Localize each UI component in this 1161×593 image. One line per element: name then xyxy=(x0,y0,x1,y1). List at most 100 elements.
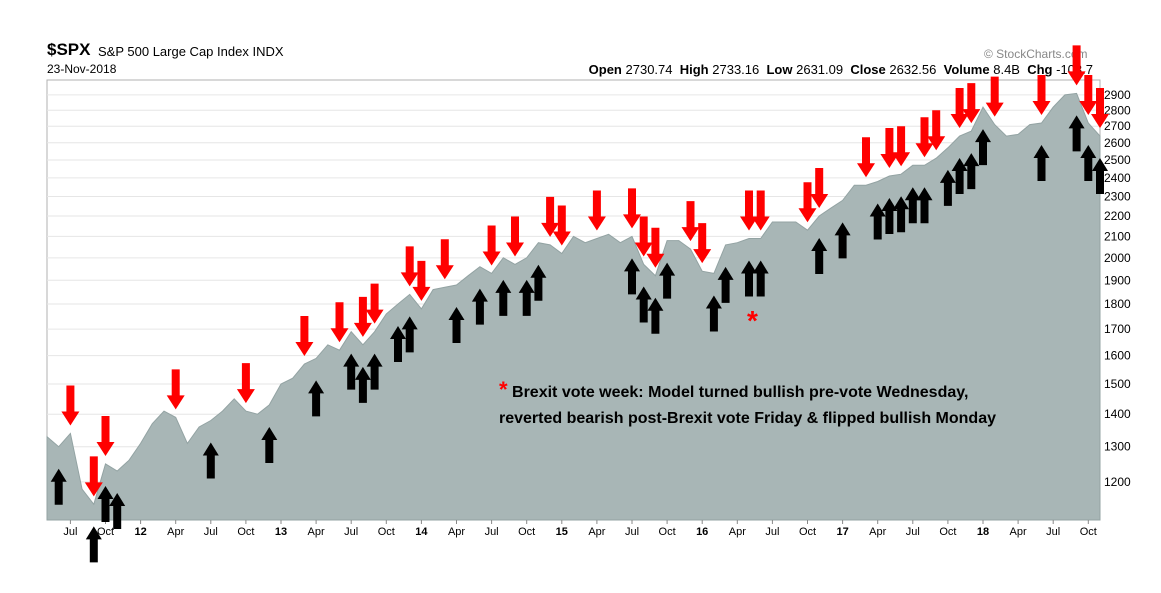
y-tick-label: 1800 xyxy=(1104,297,1131,311)
sell-arrow xyxy=(950,88,969,129)
x-tick-label: 15 xyxy=(556,526,568,538)
buy-arrow xyxy=(518,279,535,316)
y-tick-label: 2800 xyxy=(1104,103,1131,117)
x-tick-label: Oct xyxy=(659,526,676,538)
buy-arrow xyxy=(1092,158,1108,195)
y-tick-label: 1600 xyxy=(1104,349,1131,363)
sell-arrow xyxy=(985,76,1004,117)
sell-arrow xyxy=(1091,88,1109,129)
x-tick-label: Apr xyxy=(167,526,184,538)
high-label: High xyxy=(679,62,709,77)
open-label: Open xyxy=(588,62,622,77)
x-tick-label: Jul xyxy=(906,526,920,538)
y-tick-label: 2900 xyxy=(1104,88,1131,102)
y-tick-label: 1400 xyxy=(1104,407,1131,421)
buy-arrow xyxy=(869,203,886,240)
sell-arrow xyxy=(693,223,712,264)
close-value: 2632.56 xyxy=(889,62,937,77)
buy-arrow xyxy=(401,316,418,353)
buy-arrow xyxy=(811,238,828,275)
sell-arrow xyxy=(880,128,899,169)
y-tick-label: 1200 xyxy=(1104,475,1131,489)
sell-arrow xyxy=(61,385,80,426)
buy-arrow xyxy=(471,288,488,325)
x-tick-label: Jul xyxy=(485,526,499,538)
sell-arrow xyxy=(435,239,454,280)
sell-arrow xyxy=(892,126,911,167)
x-tick-label: Jul xyxy=(765,526,779,538)
buy-arrow xyxy=(834,222,851,259)
y-axis: 1200 1300 1400 1500 1600 1700 1800 1900 2000 2100… xyxy=(1104,88,1131,489)
x-tick-label: Jul xyxy=(625,526,639,538)
chart-date: 23-Nov-2018 xyxy=(47,62,117,76)
buy-arrow xyxy=(390,326,406,363)
sell-arrow xyxy=(365,283,384,324)
sell-arrow xyxy=(857,137,875,178)
x-tick-label: Oct xyxy=(518,526,535,538)
sell-arrow xyxy=(962,83,981,124)
buy-arrow xyxy=(752,260,769,297)
sell-signals xyxy=(61,45,1109,497)
buy-arrow xyxy=(495,279,512,316)
sell-arrow xyxy=(587,190,606,231)
sell-arrow xyxy=(330,302,349,343)
volume-label: Volume xyxy=(943,62,990,77)
x-tick-label: Jul xyxy=(344,526,358,538)
annotation-star: * xyxy=(499,377,508,402)
buy-arrow xyxy=(343,353,360,390)
x-tick-label: Oct xyxy=(378,526,395,538)
buy-arrow xyxy=(366,353,383,390)
x-tick-label: 17 xyxy=(836,526,848,538)
buy-arrow xyxy=(963,153,980,190)
volume-value: 8.4B xyxy=(993,62,1020,77)
y-tick-label: 2100 xyxy=(1104,229,1131,243)
buy-arrow xyxy=(717,266,734,303)
sell-arrow xyxy=(236,363,255,404)
buy-arrow xyxy=(530,264,547,301)
x-tick-label: 13 xyxy=(275,526,287,538)
buy-arrow xyxy=(308,380,325,417)
sell-arrow xyxy=(646,227,665,268)
buy-arrow xyxy=(624,258,640,295)
x-tick-label: Apr xyxy=(308,526,325,538)
buy-arrow xyxy=(705,295,722,332)
x-tick-label: Jul xyxy=(1046,526,1060,538)
sell-arrow xyxy=(1032,74,1051,115)
chart-symbol: $SPX xyxy=(47,40,91,59)
buy-arrow xyxy=(659,262,676,299)
sell-arrow xyxy=(1067,45,1086,86)
x-tick-label: Oct xyxy=(799,526,816,538)
x-tick-label: Jul xyxy=(204,526,218,538)
annotation-text-1: Brexit vote week: Model turned bullish p… xyxy=(512,384,969,401)
annotation-line-2: reverted bearish post-Brexit vote Friday… xyxy=(499,410,996,427)
y-tick-label: 2700 xyxy=(1104,119,1131,133)
sell-arrow xyxy=(295,315,314,356)
sell-arrow xyxy=(166,369,185,410)
buy-arrow xyxy=(881,198,898,235)
x-tick-label: 16 xyxy=(696,526,708,538)
x-tick-label: 12 xyxy=(134,526,146,538)
y-tick-label: 2500 xyxy=(1104,153,1131,167)
buy-arrow xyxy=(893,196,910,233)
index-name: S&P 500 Large Cap Index xyxy=(98,44,249,59)
sell-arrow xyxy=(634,216,653,257)
buy-arrow xyxy=(1033,144,1050,181)
x-axis: Jul Oct 12 Apr Jul Oct 13 Apr Jul Oct 14 Apr Jul Oct 1… xyxy=(63,520,1097,538)
low-value: 2631.09 xyxy=(796,62,844,77)
sell-arrow xyxy=(96,415,115,456)
high-value: 2733.16 xyxy=(712,62,760,77)
sell-arrow xyxy=(353,296,372,337)
buy-arrow xyxy=(647,297,664,334)
y-tick-label: 2000 xyxy=(1104,251,1131,265)
x-tick-label: 18 xyxy=(977,526,989,538)
sell-arrow xyxy=(1079,74,1098,115)
x-tick-label: Apr xyxy=(729,526,746,538)
sell-arrow xyxy=(927,110,946,151)
buy-arrow xyxy=(354,366,371,403)
price-area xyxy=(46,92,1101,521)
buy-signals xyxy=(50,115,1108,563)
y-tick-label: 2400 xyxy=(1104,171,1131,185)
x-tick-label: Jul xyxy=(63,526,77,538)
sell-arrow xyxy=(623,188,641,229)
